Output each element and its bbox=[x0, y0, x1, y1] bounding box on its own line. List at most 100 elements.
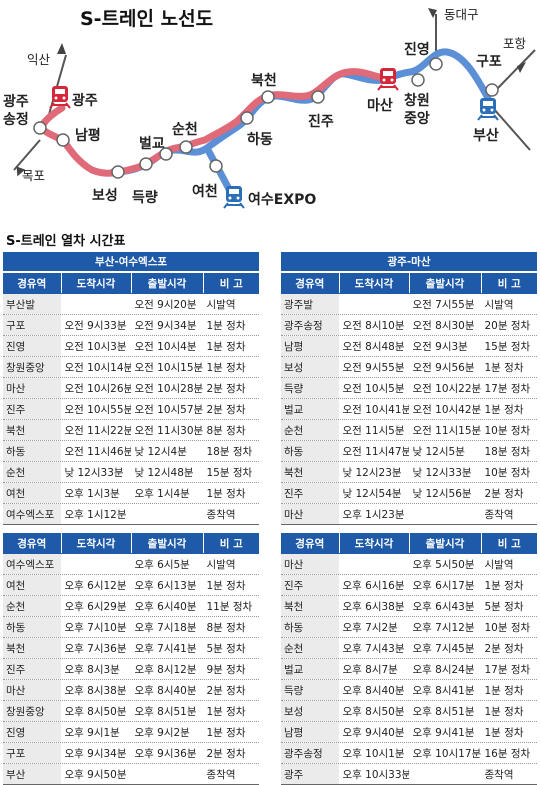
train-gwangju-icon bbox=[49, 86, 71, 109]
line-to-mokpo bbox=[13, 139, 41, 171]
label-gupo: 구포 bbox=[476, 54, 502, 70]
cell-departure: 오후 6시40분 bbox=[130, 595, 203, 617]
col-station: 경유역 bbox=[3, 533, 61, 554]
col-note: 비 고 bbox=[202, 272, 260, 294]
cell-departure: 오후 8시51분 bbox=[130, 700, 203, 722]
cell-station: 벌교 bbox=[281, 398, 339, 420]
table-row: 구포 오후 9시34분 오후 9시36분 2분 정차 bbox=[3, 742, 259, 764]
cell-note: 종착역 bbox=[480, 763, 537, 785]
cell-station: 구포 bbox=[3, 742, 61, 764]
cell-station: 하동 bbox=[3, 616, 61, 638]
cell-station: 광주발 bbox=[281, 293, 339, 315]
cell-note: 15분 정차 bbox=[480, 335, 537, 357]
cell-departure: 낮 12시33분 bbox=[408, 461, 481, 483]
table-row: 순천 오후 7시43분 오후 7시45분 2분 정차 bbox=[281, 637, 537, 659]
cell-note: 5분 정차 bbox=[202, 637, 259, 659]
label-yeosu-expo: 여수EXPO bbox=[248, 191, 316, 208]
cell-arrival: 오후 6시29분 bbox=[60, 595, 131, 617]
cell-station: 순천 bbox=[3, 595, 61, 617]
cell-note: 1분 정차 bbox=[202, 721, 259, 743]
train-yeosu-expo-icon bbox=[223, 186, 245, 209]
cell-note: 1분 정차 bbox=[480, 356, 537, 378]
cell-arrival: 오후 1시12분 bbox=[60, 503, 131, 525]
cell-arrival bbox=[338, 293, 409, 315]
cell-arrival: 오후 9시34분 bbox=[60, 742, 131, 764]
dir-mokpo: 목포 bbox=[22, 168, 45, 183]
cell-departure: 오전 10시15분 bbox=[130, 356, 203, 378]
cell-note: 종착역 bbox=[202, 763, 259, 785]
cell-station: 벌교 bbox=[281, 658, 339, 680]
table-row: 북천 오후 6시38분 오후 6시43분 5분 정차 bbox=[281, 595, 537, 617]
cell-departure: 오전 9시56분 bbox=[408, 356, 481, 378]
table-row: 진주 낮 12시54분 낮 12시56분 2분 정차 bbox=[281, 482, 537, 504]
dot-changwon-jungang bbox=[411, 73, 425, 87]
cell-station: 부산 bbox=[3, 763, 61, 785]
dir-dongdaegu: 동대구 bbox=[444, 7, 479, 22]
table-row: 부산 오후 9시50분 종착역 bbox=[3, 763, 259, 785]
cell-station: 진주 bbox=[3, 658, 61, 680]
dot-boseong bbox=[111, 165, 125, 179]
label-boseong: 보성 bbox=[92, 188, 118, 204]
cell-station: 하동 bbox=[281, 440, 339, 462]
table-row: 북천 오전 11시22분 오전 11시30분 8분 정차 bbox=[3, 419, 260, 441]
table-row: 여수엑스포 오후 6시5분 시발역 bbox=[3, 553, 259, 575]
dot-jinyeong bbox=[429, 57, 443, 71]
cell-departure bbox=[408, 763, 481, 785]
route-map: S-트레인 노선도 익산 목포 동대구 포항 bbox=[3, 7, 536, 209]
label-bukcheon: 북천 bbox=[251, 73, 277, 89]
cell-note: 1분 정차 bbox=[480, 679, 537, 701]
cell-note: 1분 정차 bbox=[202, 700, 259, 722]
cell-station: 하동 bbox=[281, 616, 339, 638]
cell-note: 1분 정차 bbox=[202, 574, 259, 596]
cell-departure: 오전 11시15분 bbox=[408, 419, 481, 441]
label-nampyeong: 남평 bbox=[75, 127, 101, 144]
arrow-dongdaegu-icon bbox=[428, 8, 437, 18]
cell-arrival: 오전 10시26분 bbox=[60, 377, 131, 399]
col-arrival: 도착시각 bbox=[60, 272, 131, 294]
col-station: 경유역 bbox=[281, 272, 339, 294]
dot-gupo bbox=[485, 83, 499, 97]
table-row: 광주송정 오후 10시1분 오후 10시17분 16분 정차 bbox=[281, 742, 537, 764]
cell-station: 남평 bbox=[281, 721, 339, 743]
cell-station: 부산발 bbox=[3, 293, 61, 315]
col-station: 경유역 bbox=[3, 272, 61, 294]
timetable-busan-yeosu-am: 부산-여수엑스포 경유역 도착시각 출발시각 비 고 부산발 오전 9시20분 시발… bbox=[3, 252, 260, 525]
label-masan: 마산 bbox=[367, 97, 393, 114]
cell-note: 15분 정차 bbox=[202, 461, 260, 483]
cell-arrival: 오후 7시36분 bbox=[60, 637, 131, 659]
table-row: 진영 오전 10시3분 오전 10시4분 1분 정차 bbox=[3, 335, 260, 357]
col-note: 비 고 bbox=[480, 272, 537, 294]
arrow-mokpo-icon bbox=[16, 166, 26, 177]
cell-station: 여천 bbox=[3, 574, 61, 596]
cell-departure bbox=[130, 503, 203, 525]
train-masan-icon bbox=[377, 68, 399, 91]
cell-note: 시발역 bbox=[480, 553, 537, 575]
cell-station: 순천 bbox=[281, 419, 339, 441]
dot-hadong bbox=[240, 111, 254, 125]
cell-departure: 낮 12시5분 bbox=[408, 440, 481, 462]
cell-note: 시발역 bbox=[202, 293, 260, 315]
cell-arrival: 오후 9시40분 bbox=[338, 721, 409, 743]
cell-note: 20분 정차 bbox=[480, 314, 537, 336]
label-busan: 부산 bbox=[473, 127, 499, 144]
cell-note: 1분 정차 bbox=[480, 398, 537, 420]
cell-departure: 오전 9시3분 bbox=[408, 335, 481, 357]
col-departure: 출발시각 bbox=[130, 533, 203, 554]
label-gwangju-songjeong-2: 송정 bbox=[3, 111, 29, 128]
cell-departure bbox=[408, 503, 481, 525]
table-row: 마산 오후 1시23분 종착역 bbox=[281, 503, 537, 525]
cell-departure: 오후 9시2분 bbox=[130, 721, 203, 743]
cell-station: 마산 bbox=[3, 377, 61, 399]
label-changwon-jungang-1: 창원 bbox=[404, 92, 430, 109]
cell-arrival: 오전 11시46분 bbox=[60, 440, 131, 462]
cell-arrival: 낮 12시33분 bbox=[60, 461, 131, 483]
cell-departure: 오후 6시17분 bbox=[408, 574, 481, 596]
timetable-title: S-트레인 열차 시간표 bbox=[6, 234, 126, 249]
cell-station: 순천 bbox=[281, 637, 339, 659]
cell-departure: 오후 7시45분 bbox=[408, 637, 481, 659]
cell-departure: 오후 8시24분 bbox=[408, 658, 481, 680]
cell-note: 10분 정차 bbox=[480, 461, 537, 483]
cell-station: 득량 bbox=[281, 377, 339, 399]
cell-departure: 오전 10시28분 bbox=[130, 377, 203, 399]
cell-arrival bbox=[60, 293, 131, 315]
